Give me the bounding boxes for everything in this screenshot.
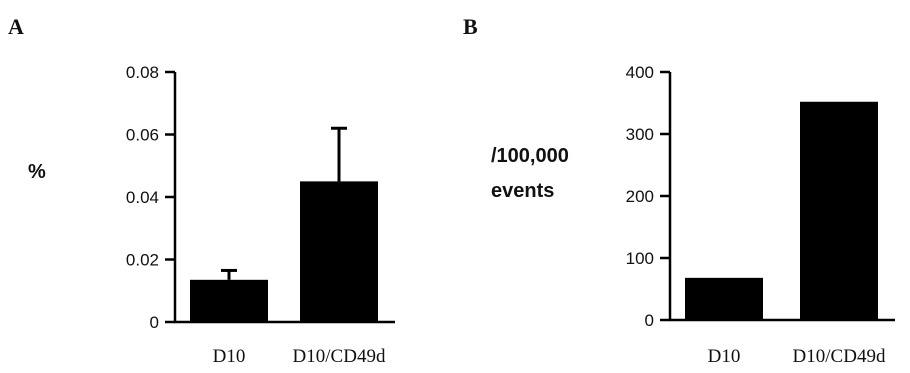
panel-b-letter: B [463, 14, 478, 39]
panel-b-category-label: D10 [708, 346, 741, 367]
panel-a-plot: 0 0.02 0.04 0.06 0.08 D10 D10/CD49d [126, 63, 395, 367]
panel-a-y-tick-label: 0 [150, 313, 159, 332]
panel-a-bar [190, 279, 268, 322]
panel-b: B /100,000 events 0 100 200 300 400 D10 D10/CD… [463, 14, 895, 367]
panel-b-y-tick-label: 300 [626, 125, 654, 144]
panel-a-y-tick-label: 0.04 [126, 188, 159, 207]
panel-b-y-tick-label: 200 [626, 187, 654, 206]
panel-a-letter: A [8, 14, 24, 39]
panel-b-category-label: D10/CD49d [793, 346, 886, 367]
panel-a-y-tick-label: 0.02 [126, 251, 159, 270]
panel-a-category-label: D10/CD49d [293, 346, 386, 367]
panel-a-y-tick-label: 0.06 [126, 126, 159, 145]
panel-a-y-tick-label: 0.08 [126, 63, 159, 82]
panel-b-y-tick-label: 0 [645, 311, 654, 330]
panel-b-plot: 0 100 200 300 400 D10 D10/CD49d [626, 63, 895, 367]
panel-b-y-tick-label: 100 [626, 249, 654, 268]
panel-a-ylabel: % [28, 161, 46, 183]
panel-b-ylabel-line1: /100,000 [491, 145, 569, 167]
panel-a-bar [300, 181, 378, 322]
panel-a: A % 0 0.02 0.04 0.06 0.08 D10 D10/CD49d [8, 14, 395, 367]
panel-b-y-tick-label: 400 [626, 63, 654, 82]
panel-b-bar [685, 277, 763, 320]
panel-b-ylabel-line2: events [491, 180, 554, 202]
panel-b-bar [800, 101, 878, 320]
panel-a-category-label: D10 [213, 346, 246, 367]
